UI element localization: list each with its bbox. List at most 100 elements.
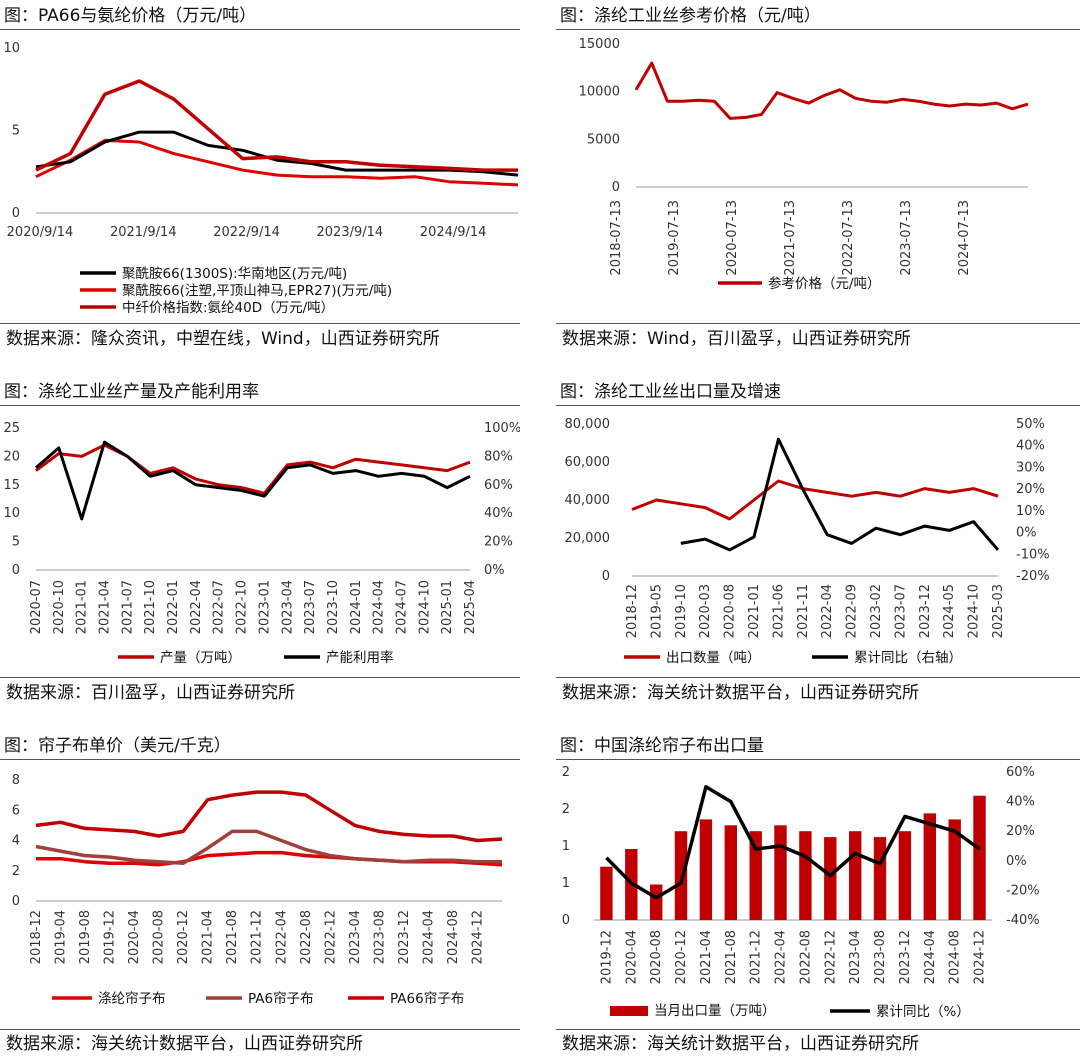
y-tick-label: 2 xyxy=(12,864,20,879)
x-tick-label: 2020-04 xyxy=(127,910,142,964)
divider xyxy=(556,405,1080,406)
chart-pa66-spandex: 0 5 10 2020/9/14 2021/9/14 2022/9/14 2023/9/14… xyxy=(3,41,519,316)
x-tick-label: 2021-06 xyxy=(771,584,786,638)
series-line xyxy=(35,130,519,177)
x-tick-label: 2024-08 xyxy=(446,910,461,964)
x-tick-label: 2021-01 xyxy=(75,580,90,634)
panel-pa66-spandex: 图：PA66与氨纶价格（万元/吨） 0 5 10 2020/9/14 2021/9/14… xyxy=(0,0,520,378)
x-tick-label: 2021-07 xyxy=(120,580,135,634)
x-tick-label: 2023-04 xyxy=(348,910,363,964)
panel-cord-fabric-price: 图：帘子布单价（美元/千克） 0 2 4 6 8 2018-12 2019-04 2019-0… xyxy=(0,730,520,1058)
divider xyxy=(0,323,520,324)
divider xyxy=(0,1029,520,1030)
legend-label: 产量（万吨） xyxy=(160,650,241,666)
series-line xyxy=(35,138,519,187)
chart-cord-fabric-price: 0 2 4 6 8 2018-12 2019-04 2019-08 2019-12 2020-04… xyxy=(12,773,503,1007)
x-tick-label: 2022/9/14 xyxy=(213,225,280,240)
chart-yarn-export: 0 20,000 40,000 60,000 80,000 -20% -10% 0% 10% 20… xyxy=(565,417,1050,666)
chart-title: 图：涤纶工业丝参考价格（元/吨） xyxy=(560,6,821,26)
x-tick-label: 2020-07 xyxy=(29,580,44,634)
x-tick-label: 2020-08 xyxy=(723,584,738,638)
x-tick-label: 2023-10 xyxy=(326,580,341,634)
x-tick-label: 2022-12 xyxy=(823,930,838,984)
x-tick-label: 2021-07-13 xyxy=(783,200,798,276)
divider xyxy=(0,405,520,406)
y-tick-label: 60% xyxy=(1006,765,1035,780)
y-tick-label: 40,000 xyxy=(565,493,611,508)
panel-yarn-export: 图：涤纶工业丝出口量及增速 0 20,000 40,000 60,000 80,000 -… xyxy=(556,378,1080,712)
x-tick-label: 2019-10 xyxy=(674,584,689,638)
x-tick-label: 2021-12 xyxy=(250,910,265,964)
y-tick-label: 60,000 xyxy=(565,455,611,470)
x-tick-label: 2021-04 xyxy=(201,910,216,964)
x-tick-label: 2021-04 xyxy=(98,580,113,634)
x-tick-label: 2020/9/14 xyxy=(7,225,74,240)
y-tick-label: 20,000 xyxy=(565,531,611,546)
divider xyxy=(0,29,520,30)
series-line xyxy=(634,61,1029,120)
series-line xyxy=(631,479,999,521)
legend-label: 聚酰胺66(注塑,平顶山神马,EPR27)(万元/吨) xyxy=(122,283,392,299)
y-tick-label: 20 xyxy=(3,449,20,464)
x-tick-label: 2021-12 xyxy=(749,930,764,984)
x-tick-label: 2021-01 xyxy=(747,584,762,638)
x-tick-label: 2022-09 xyxy=(845,584,860,638)
x-tick-label: 2023-02 xyxy=(869,584,884,638)
y-tick-label: -10% xyxy=(1016,547,1050,562)
x-tick-label: 2023-07-13 xyxy=(899,200,914,276)
x-tick-label: 2023/9/14 xyxy=(317,225,384,240)
legend-label: PA6帘子布 xyxy=(248,991,314,1007)
x-tick-label: 2023-07 xyxy=(303,580,318,634)
y-tick-label: 6 xyxy=(12,803,20,818)
x-tick-label: 2020-12 xyxy=(674,930,689,984)
chart-title: 图：涤纶工业丝出口量及增速 xyxy=(560,382,781,402)
y-tick-label: 40% xyxy=(1006,795,1035,810)
legend-label: 累计同比（右轴） xyxy=(854,650,962,666)
x-tick-label: 2022-04 xyxy=(189,580,204,634)
chart-title: 图：PA66与氨纶价格（万元/吨） xyxy=(4,6,257,26)
legend-label: 累计同比（%） xyxy=(876,1004,970,1020)
bar xyxy=(749,831,762,920)
y-tick-label: 20% xyxy=(1006,824,1035,839)
bar xyxy=(948,819,961,920)
legend-label: 当月出口量（万吨） xyxy=(654,1003,776,1019)
x-tick-label: 2021-08 xyxy=(225,910,240,964)
y-tick-label: 0% xyxy=(484,563,505,578)
x-tick-label: 2022-01 xyxy=(166,580,181,634)
series-line xyxy=(605,785,981,900)
chart-title: 图：帘子布单价（美元/千克） xyxy=(4,736,231,756)
x-tick-label: 2024-10 xyxy=(967,584,982,638)
x-tick-label: 2022-04 xyxy=(274,910,289,964)
divider xyxy=(556,677,1080,678)
divider xyxy=(0,759,520,760)
y-tick-label: 4 xyxy=(12,834,20,849)
y-tick-label: 15000 xyxy=(579,37,620,52)
x-tick-label: 2018-12 xyxy=(625,584,640,638)
legend-label: 涤纶帘子布 xyxy=(98,991,166,1007)
bar xyxy=(699,819,713,920)
y-tick-label: 0 xyxy=(562,913,570,928)
bar xyxy=(600,866,613,920)
panel-cord-fabric-export: 图：中国涤纶帘子布出口量 0 1 1 2 2 -40% -20% 0% 20% 40% 60% 201… xyxy=(556,730,1080,1058)
x-tick-label: 2020-10 xyxy=(52,580,67,634)
x-tick-label: 2022-07 xyxy=(212,580,227,634)
x-tick-label: 2024-04 xyxy=(421,910,436,964)
x-tick-label: 2022-04 xyxy=(774,930,789,984)
bar xyxy=(650,884,663,920)
x-tick-label: 2024-07-13 xyxy=(957,200,972,276)
bar xyxy=(849,831,862,920)
x-tick-label: 2023-12 xyxy=(918,584,933,638)
y-tick-label: 20% xyxy=(1016,482,1045,497)
x-tick-label: 2024-01 xyxy=(349,580,364,634)
series-line xyxy=(35,79,518,172)
divider xyxy=(556,29,1080,30)
legend-label: 中纤价格指数:氨纶40D（万元/吨） xyxy=(122,300,334,316)
x-tick-label: 2018-12 xyxy=(29,910,44,964)
x-tick-label: 2024-04 xyxy=(923,930,938,984)
x-tick-label: 2023-12 xyxy=(898,930,913,984)
x-tick-label: 2021-11 xyxy=(796,584,811,638)
x-tick-label: 2019-05 xyxy=(649,584,664,638)
y-tick-label: 0 xyxy=(612,180,620,195)
source-note: 数据来源：海关统计数据平台，山西证券研究所 xyxy=(562,1034,919,1054)
y-tick-label: 2 xyxy=(562,765,570,780)
